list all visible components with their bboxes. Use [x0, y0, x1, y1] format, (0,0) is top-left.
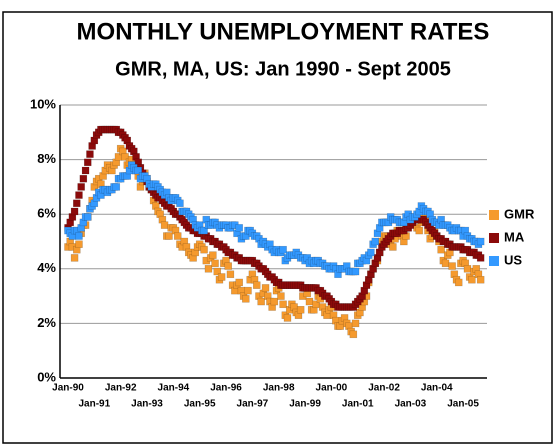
marker [176, 199, 184, 208]
x-tick-label: Jan-97 [237, 399, 269, 410]
legend-label: GMR [504, 206, 535, 221]
marker [305, 297, 314, 306]
x-tick-label: Jan-00 [316, 383, 348, 394]
legend-swatch [489, 210, 499, 220]
y-tick-label: 10% [30, 96, 56, 111]
marker [296, 306, 305, 314]
legend-swatch [489, 256, 499, 266]
x-tick-label: Jan-98 [263, 383, 295, 394]
marker [213, 267, 222, 276]
marker [371, 237, 380, 246]
marker [217, 273, 226, 281]
marker [235, 278, 243, 287]
marker [226, 270, 235, 279]
x-tick-label: Jan-99 [289, 399, 321, 410]
marker [112, 183, 121, 191]
legend-swatch [489, 233, 499, 243]
chart-title: MONTHLY UNEMPLOYMENT RATES [77, 18, 490, 45]
marker [454, 278, 463, 287]
marker [75, 232, 83, 240]
marker [270, 297, 279, 306]
marker [235, 224, 243, 232]
marker [279, 300, 287, 309]
marker [86, 150, 94, 158]
y-tick-label: 6% [37, 206, 56, 221]
marker [476, 254, 485, 262]
y-tick-label: 0% [37, 369, 56, 384]
marker [244, 286, 252, 295]
marker [253, 281, 261, 289]
marker [160, 221, 169, 229]
marker [204, 265, 213, 273]
x-tick-label: Jan-93 [131, 399, 163, 410]
marker [242, 295, 250, 303]
marker [70, 254, 79, 262]
marker [84, 158, 92, 167]
y-tick-label: 4% [37, 260, 56, 275]
x-tick-label: Jan-94 [158, 383, 190, 394]
marker [77, 183, 85, 191]
marker [200, 245, 208, 254]
x-tick-label: Jan-03 [395, 399, 427, 410]
marker [134, 166, 142, 175]
marker [349, 330, 358, 339]
x-tick-label: Jan-92 [105, 383, 137, 394]
marker [463, 265, 472, 273]
marker [441, 259, 450, 268]
x-tick-label: Jan-90 [52, 383, 84, 394]
marker [174, 232, 182, 240]
marker [75, 191, 83, 199]
marker [209, 251, 217, 259]
marker [448, 262, 456, 270]
y-tick-label: 2% [37, 315, 56, 330]
marker [367, 248, 375, 257]
marker [200, 226, 208, 235]
legend-label: MA [504, 229, 525, 244]
x-tick-label: Jan-05 [447, 399, 479, 410]
marker [81, 166, 90, 175]
marker [351, 267, 360, 276]
marker [283, 314, 292, 322]
marker [79, 174, 88, 183]
y-tick-label: 8% [37, 151, 56, 166]
marker [211, 259, 219, 268]
marker [277, 292, 285, 300]
marker [437, 245, 445, 254]
marker [75, 240, 83, 248]
marker [70, 207, 79, 216]
marker [73, 199, 81, 208]
marker [351, 319, 360, 328]
marker [224, 262, 232, 270]
frame [2, 11, 553, 444]
marker [476, 237, 485, 246]
x-tick-label: Jan-95 [184, 399, 216, 410]
marker [468, 275, 476, 284]
x-tick-label: Jan-91 [78, 399, 110, 410]
marker [84, 213, 92, 221]
legend-label: US [504, 252, 522, 267]
marker [257, 297, 265, 306]
marker [389, 243, 397, 251]
marker [415, 226, 423, 235]
x-tick-label: Jan-04 [421, 383, 453, 394]
marker [476, 275, 485, 284]
marker [261, 284, 270, 292]
x-tick-label: Jan-96 [210, 383, 242, 394]
x-tick-label: Jan-02 [368, 383, 400, 394]
chart-subtitle: GMR, MA, US: Jan 1990 - Sept 2005 [115, 58, 451, 80]
marker [165, 232, 173, 240]
marker [279, 245, 287, 254]
x-tick-label: Jan-01 [342, 399, 374, 410]
